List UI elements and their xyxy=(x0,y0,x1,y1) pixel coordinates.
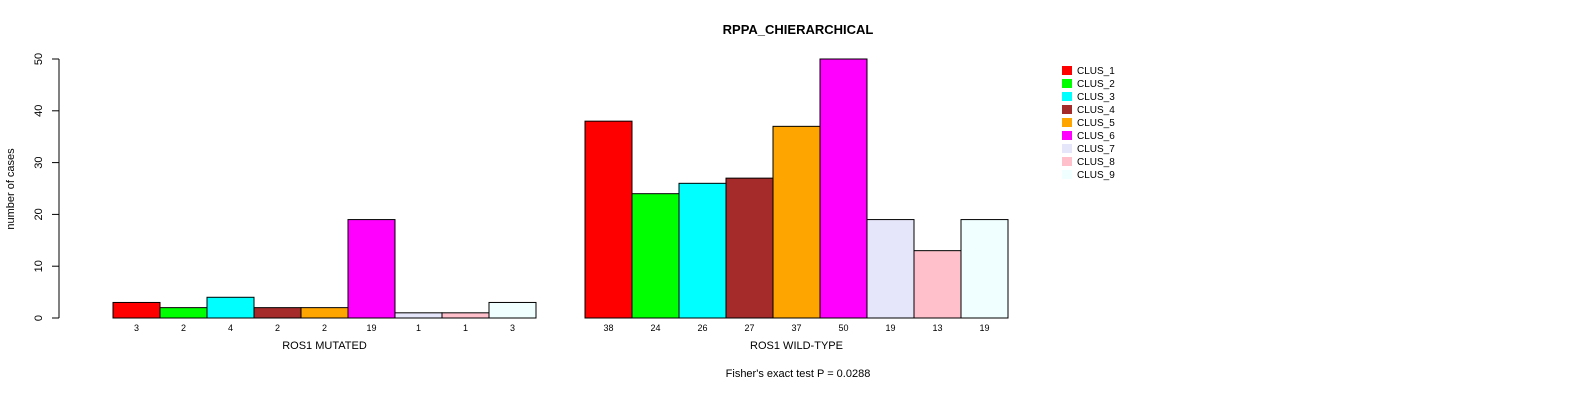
group-label: ROS1 MUTATED xyxy=(282,340,367,352)
bar-count-label: 27 xyxy=(744,323,754,333)
legend-swatch xyxy=(1062,144,1072,153)
bar xyxy=(300,307,349,319)
y-tick-label: 30 xyxy=(33,156,45,168)
legend-swatch xyxy=(1062,170,1072,179)
y-tick-label: 20 xyxy=(33,208,45,220)
legend-swatch xyxy=(1062,79,1072,88)
legend-label: CLUS_4 xyxy=(1077,105,1115,116)
bar xyxy=(394,312,443,319)
bar-count-label: 2 xyxy=(181,323,186,333)
legend-swatch xyxy=(1062,66,1072,75)
bar xyxy=(772,125,821,319)
bar-count-label: 19 xyxy=(979,323,989,333)
group-labels: ROS1 MUTATED ROS1 WILD-TYPE xyxy=(282,340,843,352)
chart-title: RPPA_CHIERARCHICAL xyxy=(723,22,874,37)
bar-count-label: 2 xyxy=(322,323,327,333)
bar-count-label: 4 xyxy=(228,323,233,333)
legend-swatch xyxy=(1062,92,1072,101)
bar xyxy=(159,307,208,319)
group-label: ROS1 WILD-TYPE xyxy=(750,340,843,352)
bar xyxy=(819,58,868,319)
bars-layer: 3 2 4 2 2 19 1 1 3 38 24 26 27 37 50 19 13 19 xyxy=(112,58,1009,333)
bar xyxy=(253,307,302,319)
y-tick-label: 50 xyxy=(33,53,45,65)
y-axis: 0 10 20 30 40 50 xyxy=(33,53,60,321)
bar xyxy=(960,219,1009,319)
legend-label: CLUS_8 xyxy=(1077,157,1115,168)
y-axis-label: number of cases xyxy=(5,148,17,230)
legend-swatch xyxy=(1062,131,1072,140)
legend-label: CLUS_5 xyxy=(1077,118,1115,129)
bar-count-label: 26 xyxy=(697,323,707,333)
y-tick-label: 10 xyxy=(33,260,45,272)
y-tick-label: 0 xyxy=(33,315,45,321)
legend-swatch xyxy=(1062,157,1072,166)
legend-label: CLUS_3 xyxy=(1077,92,1115,103)
legend: CLUS_1 CLUS_2 CLUS_3 CLUS_4 CLUS_5 CLUS_6 CLUS… xyxy=(1062,66,1115,181)
legend-swatch xyxy=(1062,118,1072,127)
bar xyxy=(112,301,161,319)
legend-label: CLUS_1 xyxy=(1077,66,1115,77)
bar-count-label: 1 xyxy=(416,323,421,333)
legend-label: CLUS_6 xyxy=(1077,131,1115,142)
bar xyxy=(678,182,727,319)
bar-count-label: 3 xyxy=(510,323,515,333)
bar xyxy=(206,296,255,319)
bar-count-label: 1 xyxy=(463,323,468,333)
y-tick-label: 40 xyxy=(33,105,45,117)
legend-label: CLUS_9 xyxy=(1077,170,1115,181)
bar xyxy=(584,120,633,319)
bar-count-label: 13 xyxy=(932,323,942,333)
legend-swatch xyxy=(1062,105,1072,114)
bar-count-label: 50 xyxy=(838,323,848,333)
bar-count-label: 3 xyxy=(134,323,139,333)
legend-label: CLUS_7 xyxy=(1077,144,1115,155)
bar xyxy=(725,177,774,319)
bar-count-label: 2 xyxy=(275,323,280,333)
bar xyxy=(913,250,962,319)
bar-count-label: 19 xyxy=(885,323,895,333)
bar xyxy=(488,301,537,319)
bar-count-label: 19 xyxy=(366,323,376,333)
legend-label: CLUS_2 xyxy=(1077,79,1115,90)
bar xyxy=(866,219,915,319)
bar-count-label: 38 xyxy=(603,323,613,333)
bar xyxy=(347,219,396,319)
bar xyxy=(441,312,490,319)
fisher-test-footnote: Fisher's exact test P = 0.0288 xyxy=(726,368,871,380)
bar xyxy=(631,193,680,319)
bar-count-label: 24 xyxy=(650,323,660,333)
bar-count-label: 37 xyxy=(791,323,801,333)
